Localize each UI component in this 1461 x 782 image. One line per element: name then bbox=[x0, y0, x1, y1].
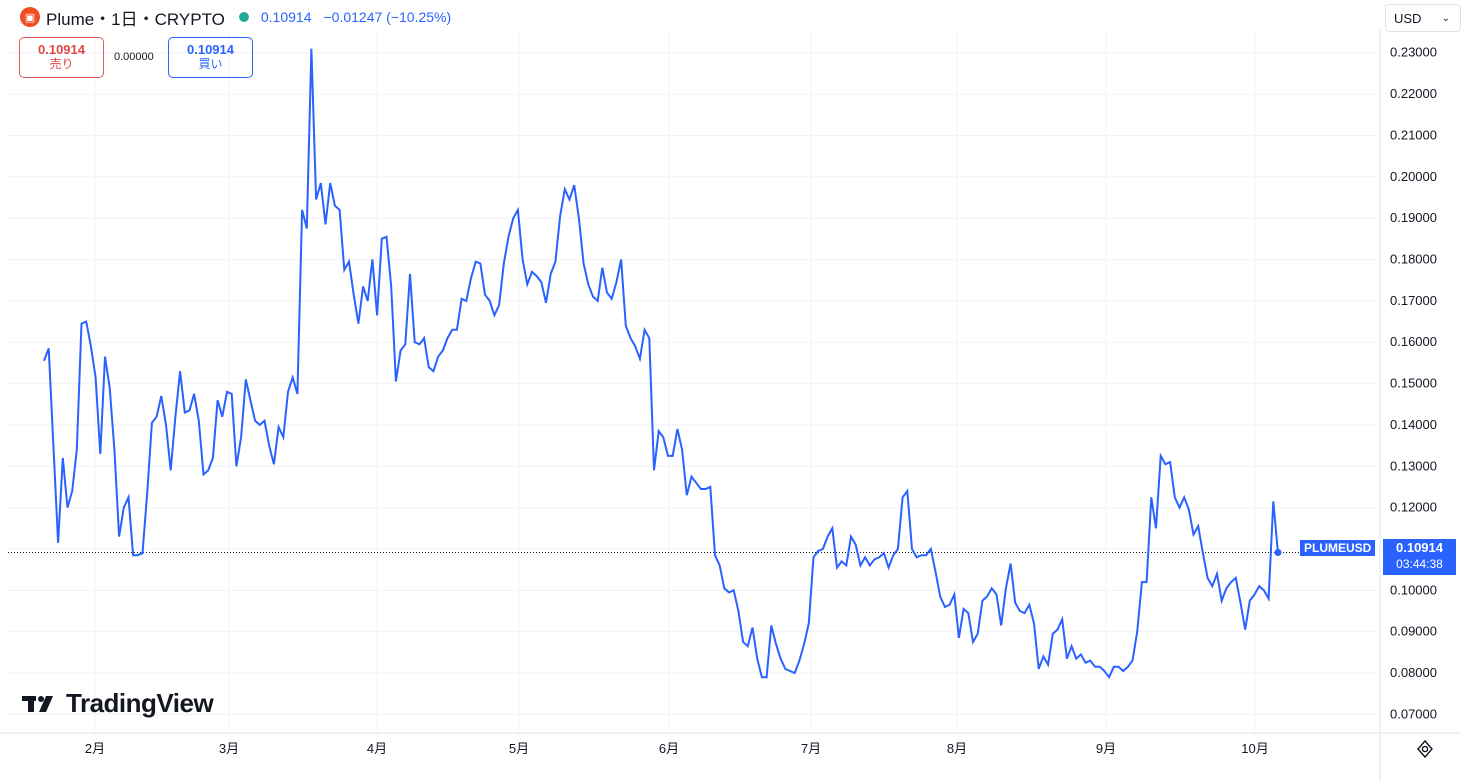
sell-price: 0.10914 bbox=[38, 42, 85, 57]
chart-grid bbox=[8, 30, 1380, 733]
y-tick-label: 0.09000 bbox=[1390, 624, 1437, 639]
tradingview-watermark[interactable]: TradingView bbox=[22, 688, 214, 719]
y-tick-label: 0.20000 bbox=[1390, 169, 1437, 184]
y-tick-label: 0.23000 bbox=[1390, 45, 1437, 60]
market-status-icon bbox=[238, 12, 249, 22]
y-tick-label: 0.19000 bbox=[1390, 210, 1437, 225]
y-tick-label: 0.15000 bbox=[1390, 376, 1437, 391]
symbol-price-label: PLUMEUSD bbox=[1300, 540, 1376, 556]
currency-select[interactable]: USD ⌄ bbox=[1385, 4, 1461, 32]
y-tick-label: 0.17000 bbox=[1390, 293, 1437, 308]
chevron-down-icon: ⌄ bbox=[1441, 12, 1450, 24]
x-tick-label: 6月 bbox=[659, 741, 679, 756]
tradingview-logo-icon bbox=[22, 694, 58, 714]
y-tick-label: 0.10000 bbox=[1390, 582, 1437, 597]
y-tick-label: 0.22000 bbox=[1390, 86, 1437, 101]
y-tick-label: 0.07000 bbox=[1390, 706, 1437, 721]
buy-price: 0.10914 bbox=[187, 42, 234, 57]
x-tick-label: 2月 bbox=[85, 741, 105, 756]
y-tick-label: 0.18000 bbox=[1390, 252, 1437, 267]
buy-button[interactable]: 0.10914 買い bbox=[168, 37, 253, 78]
sell-button[interactable]: 0.10914 売り bbox=[19, 37, 104, 78]
y-tick-label: 0.12000 bbox=[1390, 500, 1437, 515]
y-tick-label: 0.13000 bbox=[1390, 458, 1437, 473]
x-tick-label: 10月 bbox=[1241, 741, 1268, 756]
auto-scale-icon[interactable] bbox=[1414, 738, 1436, 760]
x-tick-label: 3月 bbox=[219, 741, 239, 756]
price-change: −0.01247 (−10.25%) bbox=[323, 9, 452, 25]
bar-countdown: 03:44:38 bbox=[1396, 557, 1443, 571]
x-tick-label: 7月 bbox=[801, 741, 821, 756]
watermark-text: TradingView bbox=[66, 688, 214, 718]
x-tick-label: 9月 bbox=[1096, 741, 1116, 756]
y-tick-label: 0.08000 bbox=[1390, 665, 1437, 680]
current-price: 0.10914 bbox=[1396, 540, 1443, 555]
currency-value: USD bbox=[1394, 10, 1422, 26]
plume-logo-icon: ▣ bbox=[20, 7, 40, 27]
price-series-line bbox=[43, 48, 1279, 680]
x-tick-label: 5月 bbox=[509, 741, 529, 756]
symbol-title[interactable]: Plume・1日・CRYPTO bbox=[46, 9, 225, 29]
last-price-dot bbox=[1274, 549, 1282, 557]
current-price-box: 0.10914 03:44:38 bbox=[1383, 539, 1456, 575]
x-tick-label: 4月 bbox=[367, 741, 387, 756]
last-price: 0.10914 bbox=[260, 9, 312, 25]
spread-value: 0.00000 bbox=[114, 51, 154, 63]
x-tick-label: 8月 bbox=[947, 741, 967, 756]
y-tick-label: 0.21000 bbox=[1390, 127, 1437, 142]
sell-label: 売り bbox=[49, 57, 74, 71]
symbol-header: ▣ Plume・1日・CRYPTO 0.10914 −0.01247 (−10.… bbox=[20, 6, 452, 29]
y-tick-label: 0.16000 bbox=[1390, 334, 1437, 349]
buy-label: 買い bbox=[198, 57, 223, 71]
y-tick-label: 0.14000 bbox=[1390, 417, 1437, 432]
